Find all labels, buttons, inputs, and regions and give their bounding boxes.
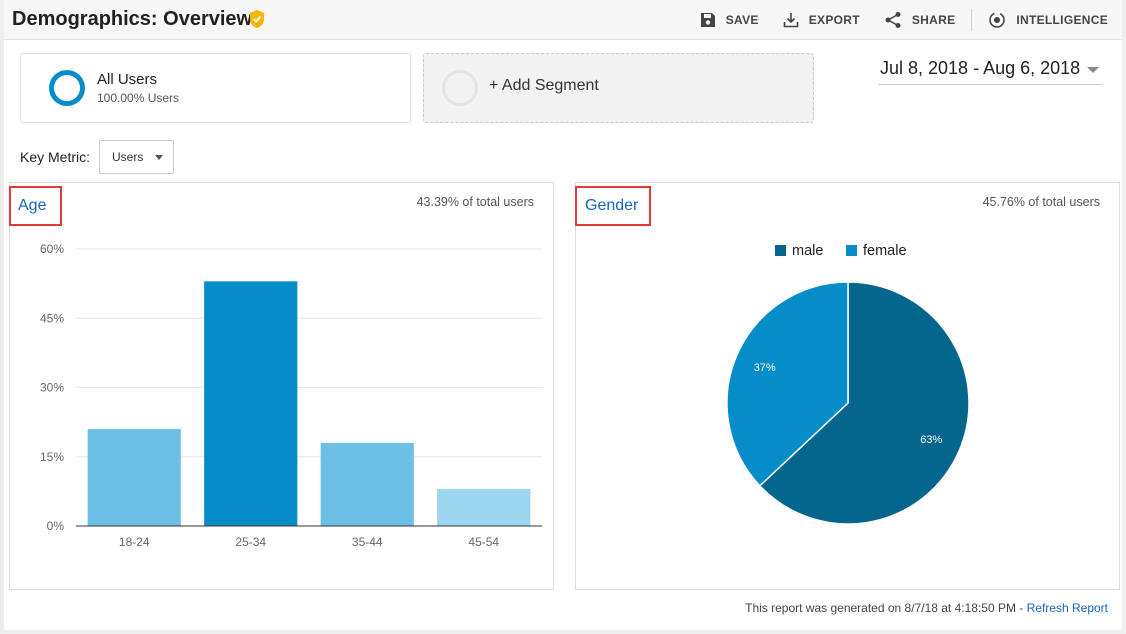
generated-timestamp: This report was generated on 8/7/18 at 4…: [745, 601, 1027, 615]
legend-swatch: [846, 245, 857, 256]
legend-label: female: [863, 243, 907, 259]
verified-shield-icon: [250, 10, 264, 28]
intelligence-button[interactable]: INTELLIGENCE: [988, 11, 1108, 29]
age-percent-of-total: 43.39% of total users: [416, 195, 534, 209]
report-footer: This report was generated on 8/7/18 at 4…: [745, 601, 1108, 615]
key-metric-select[interactable]: Users: [99, 140, 174, 174]
save-label: SAVE: [725, 13, 759, 27]
legend-swatch: [775, 245, 786, 256]
share-button[interactable]: SHARE: [884, 11, 956, 29]
report-body: All Users 100.00% Users + Add Segment Ju…: [4, 40, 1122, 630]
segment-percent: 100.00% Users: [97, 91, 180, 105]
segment-ring-icon: [49, 70, 85, 106]
share-icon: [885, 12, 901, 28]
x-tick-label: 18-24: [119, 535, 150, 549]
y-tick-label: 45%: [40, 311, 64, 325]
header-actions: SAVE EXPORT SHARE: [676, 0, 1108, 40]
age-panel: Age 43.39% of total users 0% 15% 30% 45% 60%…: [9, 182, 554, 590]
x-tick-label: 45-54: [468, 535, 499, 549]
share-label: SHARE: [911, 13, 956, 27]
legend-label: male: [792, 243, 823, 259]
page-title: Demographics: Overview: [12, 8, 253, 30]
intelligence-label: INTELLIGENCE: [1016, 13, 1108, 27]
download-icon: [783, 13, 799, 28]
bar: [204, 281, 298, 526]
action-divider: [971, 9, 973, 31]
y-tick-label: 0%: [47, 519, 65, 533]
gender-percent-of-total: 45.76% of total users: [982, 195, 1100, 209]
save-icon: [700, 13, 715, 27]
export-label: EXPORT: [808, 13, 860, 27]
caret-down-icon: [1087, 67, 1099, 73]
gender-title-text: Gender: [585, 197, 639, 214]
bar: [87, 429, 181, 526]
age-title-text: Age: [18, 197, 47, 214]
export-button[interactable]: EXPORT: [783, 12, 860, 28]
age-bar-chart: 0% 15% 30% 45% 60% 18-24 25-34 35-44 45-54: [40, 242, 542, 549]
gender-title-link[interactable]: Gender: [575, 186, 651, 226]
pie-slice: [758, 281, 970, 525]
y-tick-label: 60%: [40, 242, 64, 256]
segment-name: All Users: [97, 71, 158, 88]
bar: [437, 489, 531, 526]
add-segment-button[interactable]: + Add Segment: [423, 53, 814, 123]
x-tick-label: 25-34: [235, 535, 266, 549]
y-tick-label: 30%: [40, 381, 64, 395]
date-range-text: Jul 8, 2018 - Aug 6, 2018: [880, 58, 1081, 78]
segment-card-all-users[interactable]: All Users 100.00% Users: [20, 53, 411, 123]
pie-slice: [726, 281, 849, 487]
save-button[interactable]: SAVE: [700, 12, 759, 28]
slice-label: 37%: [754, 362, 776, 374]
slice-label: 63%: [920, 434, 942, 446]
y-tick-label: 15%: [40, 450, 64, 464]
caret-down-icon: [155, 155, 163, 160]
empty-segment-ring-icon: [442, 70, 478, 106]
key-metric-value: Users: [112, 150, 144, 164]
key-metric-label: Key Metric:: [20, 149, 91, 165]
report-header: Demographics: Overview SAVE EXPORT: [4, 0, 1122, 40]
age-title-link[interactable]: Age: [9, 186, 62, 226]
date-range-picker[interactable]: Jul 8, 2018 - Aug 6, 2018: [878, 55, 1103, 85]
add-segment-label: + Add Segment: [489, 77, 599, 94]
gender-panel: Gender 45.76% of total users male female 6…: [575, 182, 1120, 590]
intelligence-icon: [989, 12, 1006, 28]
refresh-report-link[interactable]: Refresh Report: [1026, 601, 1108, 615]
x-tick-label: 35-44: [352, 535, 383, 549]
bar: [320, 442, 414, 526]
gender-pie-chart: male female 63% 37%: [726, 243, 970, 525]
